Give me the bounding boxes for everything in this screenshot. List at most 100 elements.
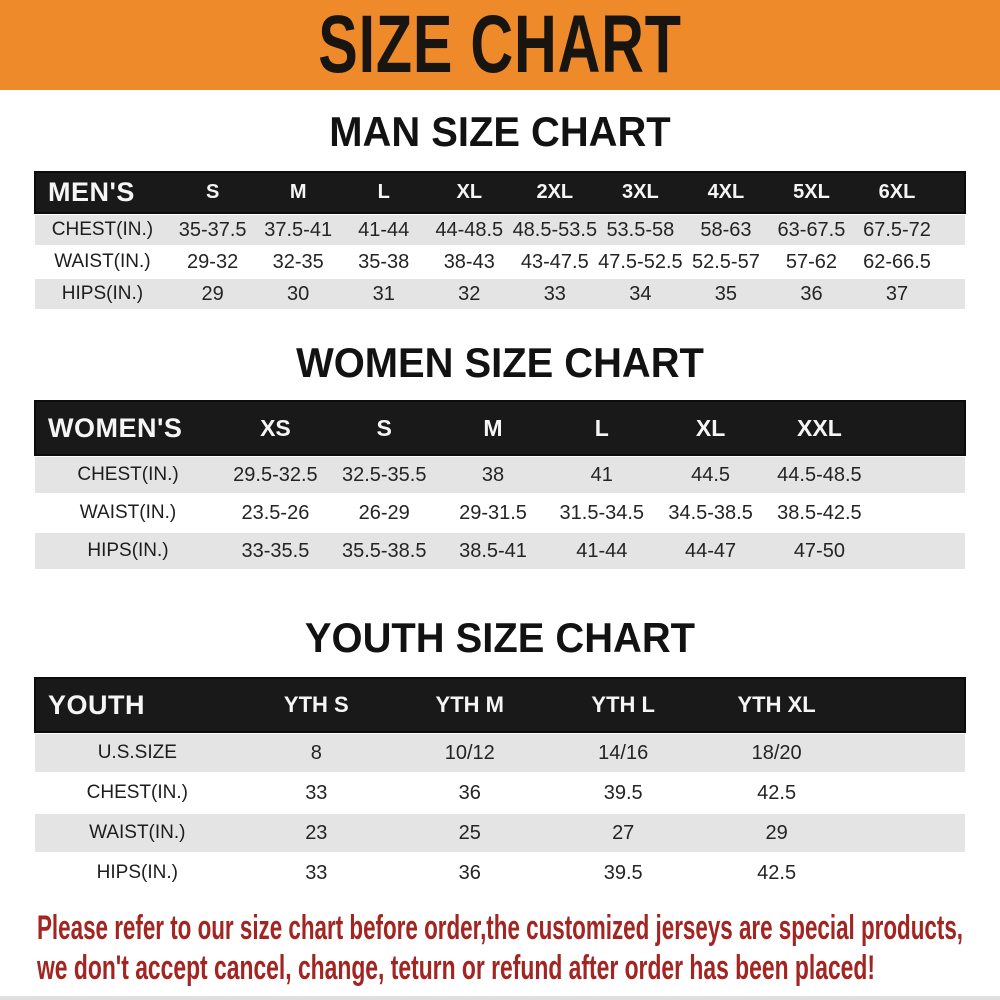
row-label: HIPS(IN.) — [35, 533, 222, 569]
footer-note-line2-wrap: we don't accept cancel, change, teturn o… — [37, 949, 875, 987]
size-chart-banner: SIZE CHART — [0, 0, 1000, 90]
row-filler — [873, 533, 965, 569]
size-value-cell: 39.5 — [546, 854, 700, 892]
size-value-cell: 52.5-57 — [683, 247, 769, 277]
table-row: HIPS(IN.) 33-35.5 35.5-38.5 38.5-41 41-44 44-… — [35, 533, 965, 569]
row-label: HIPS(IN.) — [35, 279, 170, 309]
size-value-cell: 29.5-32.5 — [221, 457, 330, 493]
size-value-cell: 33 — [512, 279, 598, 309]
size-value-cell: 41-44 — [340, 215, 427, 245]
row-filler — [939, 247, 965, 277]
size-column-header: 3XL — [597, 172, 684, 213]
size-value-cell: 34 — [597, 279, 684, 309]
size-value-cell: 31.5-34.5 — [547, 495, 657, 531]
size-value-cell: 18/20 — [699, 734, 854, 772]
size-value-cell: 47-50 — [765, 533, 874, 569]
size-value-cell: 43-47.5 — [512, 247, 598, 277]
size-column-header: 2XL — [512, 172, 598, 213]
row-label: CHEST(IN.) — [35, 774, 240, 812]
size-column-header: XXL — [765, 401, 874, 455]
table-header-row: WOMEN'S XS S M L XL XXL — [34, 400, 966, 456]
table-row: U.S.SIZE 8 10/12 14/16 18/20 — [35, 734, 965, 772]
size-value-cell: 38 — [438, 457, 548, 493]
size-value-cell: 31 — [340, 279, 427, 309]
size-value-cell: 8 — [239, 734, 394, 772]
row-filler — [939, 215, 965, 245]
size-value-cell: 29 — [699, 814, 854, 852]
table-header-row: MEN'S S M L XL 2XL 3XL 4XL 5XL 6XL — [34, 171, 966, 214]
size-value-cell: 44-47 — [656, 533, 765, 569]
size-value-cell: 32 — [426, 279, 513, 309]
row-label: U.S.SIZE — [35, 734, 240, 772]
size-column-header: 6XL — [854, 172, 940, 213]
youth-section-heading: YOUTH SIZE CHART — [304, 614, 696, 661]
size-column-header: YTH XL — [699, 678, 854, 732]
table-row: WAIST(IN.) 23 25 27 29 — [35, 814, 965, 852]
size-value-cell: 35 — [683, 279, 769, 309]
size-value-cell: 35-38 — [340, 247, 427, 277]
row-filler — [853, 734, 965, 772]
size-value-cell: 32.5-35.5 — [329, 457, 439, 493]
size-value-cell: 36 — [393, 774, 547, 812]
size-value-cell: 33 — [239, 774, 394, 812]
size-value-cell: 41 — [547, 457, 657, 493]
youth-size-section: YOUTH SIZE CHART YOUTH YTH S YTH M YTH L YTH… — [0, 571, 1000, 894]
row-label: WAIST(IN.) — [35, 814, 240, 852]
womens-size-section: WOMEN SIZE CHART WOMEN'S XS S M L XL XXL CHEST(… — [0, 311, 1000, 571]
header-filler — [853, 678, 965, 732]
row-filler — [853, 774, 965, 812]
size-value-cell: 36 — [768, 279, 855, 309]
size-value-cell: 39.5 — [546, 774, 700, 812]
size-column-header: S — [169, 172, 256, 213]
footer-note-line1: Please refer to our size chart before or… — [37, 909, 963, 947]
row-filler — [873, 457, 965, 493]
size-value-cell: 37.5-41 — [255, 215, 341, 245]
size-column-header: YTH L — [546, 678, 700, 732]
size-value-cell: 25 — [393, 814, 547, 852]
size-value-cell: 53.5-58 — [597, 215, 684, 245]
row-label: CHEST(IN.) — [35, 215, 170, 245]
table-header-label: YOUTH — [35, 678, 240, 732]
size-value-cell: 23.5-26 — [221, 495, 330, 531]
size-value-cell: 44.5 — [656, 457, 765, 493]
size-value-cell: 41-44 — [547, 533, 657, 569]
size-value-cell: 44-48.5 — [426, 215, 513, 245]
mens-size-section: MAN SIZE CHART MEN'S S M L XL 2XL 3XL 4XL 5XL 6XL… — [0, 90, 1000, 311]
mens-section-heading: MAN SIZE CHART — [329, 108, 671, 155]
size-value-cell: 23 — [239, 814, 394, 852]
size-value-cell: 26-29 — [329, 495, 439, 531]
banner-title: SIZE CHART — [318, 0, 682, 91]
size-value-cell: 63-67.5 — [768, 215, 855, 245]
size-column-header: XS — [221, 401, 330, 455]
row-label: HIPS(IN.) — [35, 854, 240, 892]
size-value-cell: 62-66.5 — [854, 247, 940, 277]
size-value-cell: 48.5-53.5 — [512, 215, 598, 245]
table-row: CHEST(IN.) 29.5-32.5 32.5-35.5 38 41 44.5 44.5… — [35, 457, 965, 493]
row-filler — [853, 854, 965, 892]
row-filler — [873, 495, 965, 531]
table-header-label: MEN'S — [35, 172, 170, 213]
size-column-header: 5XL — [768, 172, 855, 213]
size-value-cell: 36 — [393, 854, 547, 892]
table-row: WAIST(IN.) 23.5-26 26-29 29-31.5 31.5-34.5 34… — [35, 495, 965, 531]
row-label: WAIST(IN.) — [35, 247, 170, 277]
header-filler — [939, 172, 965, 213]
size-column-header: M — [255, 172, 341, 213]
size-column-header: YTH S — [239, 678, 394, 732]
footer-note: Please refer to our size chart before or… — [37, 907, 1000, 991]
size-value-cell: 34.5-38.5 — [656, 495, 765, 531]
size-value-cell: 33 — [239, 854, 394, 892]
table-row: CHEST(IN.) 33 36 39.5 42.5 — [35, 774, 965, 812]
size-value-cell: 10/12 — [393, 734, 547, 772]
size-value-cell: 44.5-48.5 — [765, 457, 874, 493]
size-value-cell: 42.5 — [699, 774, 854, 812]
size-value-cell: 14/16 — [546, 734, 700, 772]
size-value-cell: 32-35 — [255, 247, 341, 277]
size-value-cell: 67.5-72 — [854, 215, 940, 245]
size-value-cell: 57-62 — [768, 247, 855, 277]
size-column-header: M — [438, 401, 548, 455]
mens-size-table: MEN'S S M L XL 2XL 3XL 4XL 5XL 6XL CHEST(IN.) 35-37… — [34, 170, 966, 311]
size-value-cell: 37 — [854, 279, 940, 309]
size-value-cell: 42.5 — [699, 854, 854, 892]
bottom-edge-strip — [0, 996, 1000, 1000]
